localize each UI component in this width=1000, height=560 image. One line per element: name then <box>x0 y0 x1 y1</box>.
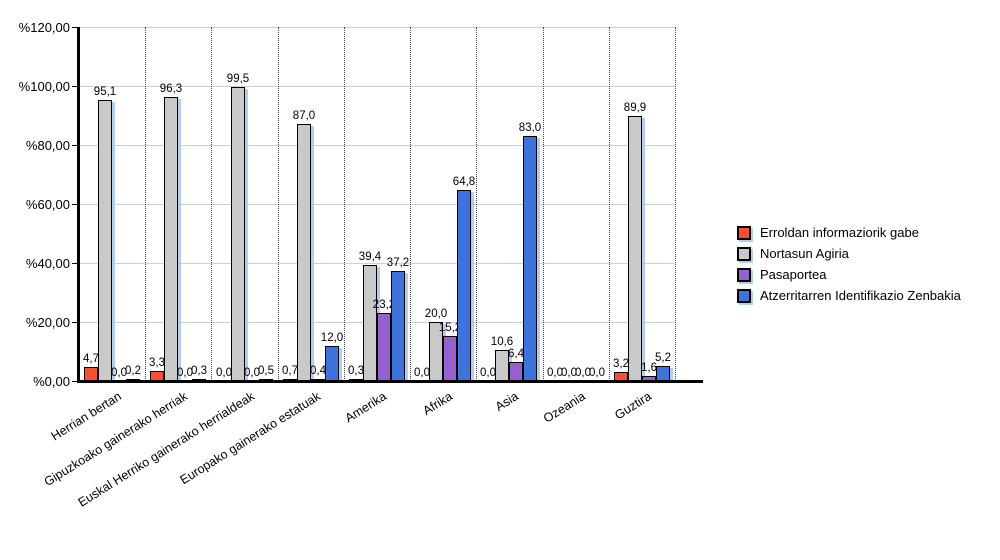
bar-value-label: 89,9 <box>623 102 647 114</box>
y-axis-tick-label: %20,00 <box>25 315 70 330</box>
bar-value-label: 64,8 <box>452 176 476 188</box>
bar-series2-guztira <box>628 116 642 381</box>
legend-label: Pasaportea <box>760 266 827 282</box>
legend-item-3: Pasaportea <box>737 264 961 285</box>
bar-value-label: 15,2 <box>438 322 462 334</box>
category-separator <box>145 27 146 381</box>
bar-value-label: 0,0 <box>111 367 127 379</box>
chart-legend: Erroldan informaziorik gabe Nortasun Agir… <box>737 222 961 306</box>
bar-value-label: 12,0 <box>320 332 344 344</box>
y-axis-tick <box>72 145 77 146</box>
bar-value-label: 0,4 <box>310 365 326 377</box>
bar-value-label: 0,0 <box>480 367 496 379</box>
y-axis-tick <box>72 322 77 323</box>
bar-value-label: 0,0 <box>575 367 591 379</box>
y-axis-tick <box>72 381 77 382</box>
bar-value-label: 96,3 <box>159 83 183 95</box>
bar-value-label: 20,0 <box>424 308 448 320</box>
bar-value-label: 5,2 <box>655 352 671 364</box>
category-separator <box>675 27 676 381</box>
bar-value-label: 95,1 <box>93 86 117 98</box>
bar-value-label: 0,0 <box>244 367 260 379</box>
bar-value-label: 0,0 <box>547 367 563 379</box>
y-axis-tick <box>72 204 77 205</box>
bar-value-label: 83,0 <box>518 122 542 134</box>
legend-swatch-icon <box>737 246 751 261</box>
y-axis-tick <box>72 86 77 87</box>
bar-value-label: 0,7 <box>282 365 298 377</box>
bar-value-label: 6,4 <box>508 348 524 360</box>
bar-value-label: 0,0 <box>561 367 577 379</box>
y-axis <box>77 27 80 383</box>
bar-value-label: 1,6 <box>641 362 657 374</box>
y-axis-tick-label: %100,00 <box>18 79 70 94</box>
bar-value-label: 99,5 <box>226 73 250 85</box>
y-axis-tick-label: %80,00 <box>25 138 70 153</box>
bar-series2-euskal-herriko-gainerako-herrialdeak <box>231 87 245 381</box>
bar-series2-gipuzkoako-gainerako-herriak <box>164 97 178 381</box>
bar-value-label: 0,2 <box>125 365 141 377</box>
category-separator <box>211 27 212 381</box>
category-separator <box>609 27 610 381</box>
category-separator <box>410 27 411 381</box>
bar-value-label: 0,0 <box>177 367 193 379</box>
bar-value-label: 39,4 <box>358 251 382 263</box>
legend-item-4: Atzerritarren Identifikazio Zenbakia <box>737 285 961 306</box>
y-axis-tick-label: %40,00 <box>25 256 70 271</box>
bar-value-label: 0,0 <box>216 367 232 379</box>
legend-item-2: Nortasun Agiria <box>737 243 961 264</box>
y-axis-tick <box>72 263 77 264</box>
legend-swatch-icon <box>737 267 751 282</box>
category-separator <box>278 27 279 381</box>
gridline <box>79 263 675 264</box>
legend-label: Erroldan informaziorik gabe <box>760 224 919 240</box>
bar-series4-asia <box>523 136 537 381</box>
bar-series2-amerika <box>363 265 377 381</box>
bar-value-label: 0,3 <box>191 365 207 377</box>
y-axis-tick-label: %60,00 <box>25 197 70 212</box>
bar-value-label: 3,3 <box>149 357 165 369</box>
category-separator <box>344 27 345 381</box>
category-separator <box>476 27 477 381</box>
bar-value-label: 87,0 <box>292 110 316 122</box>
x-axis-category-label-9: Guztira <box>612 389 654 423</box>
legend-label: Atzerritarren Identifikazio Zenbakia <box>760 287 961 303</box>
bar-value-label: 0,0 <box>414 367 430 379</box>
gridline <box>79 204 675 205</box>
gridline <box>79 86 675 87</box>
legend-label: Nortasun Agiria <box>760 245 849 261</box>
x-axis <box>77 380 703 383</box>
bar-series2-herrian-bertan <box>98 100 112 381</box>
bar-value-label: 0,5 <box>258 365 274 377</box>
bar-value-label: 0,3 <box>348 365 364 377</box>
bar-value-label: 10,6 <box>490 336 514 348</box>
bar-value-label: 3,2 <box>613 358 629 370</box>
legend-swatch-icon <box>737 225 751 240</box>
y-axis-tick <box>72 27 77 28</box>
category-separator <box>543 27 544 381</box>
bar-value-label: 4,7 <box>83 353 99 365</box>
gridline <box>79 27 675 28</box>
bar-value-label: 0,0 <box>589 367 605 379</box>
legend-item-1: Erroldan informaziorik gabe <box>737 222 961 243</box>
bar-value-label: 37,2 <box>386 257 410 269</box>
x-axis-category-label-8: Ozeania <box>540 389 588 426</box>
bar-series4-guztira <box>656 366 670 381</box>
gridline <box>79 145 675 146</box>
y-axis-tick-label: %0,00 <box>33 374 70 389</box>
bar-value-label: 23,2 <box>372 299 396 311</box>
y-axis-tick-label: %120,00 <box>18 20 70 35</box>
legend-swatch-icon <box>737 288 751 303</box>
